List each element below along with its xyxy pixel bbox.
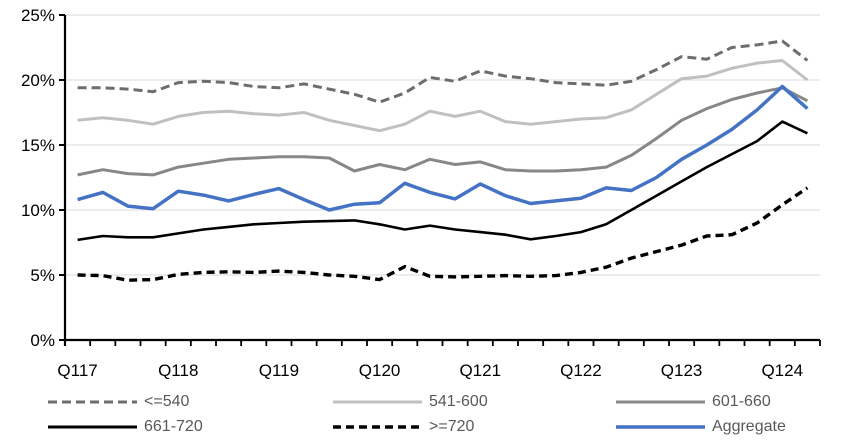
legend-line-swatch — [333, 400, 422, 404]
legend-item-aggregate: Aggregate — [616, 417, 786, 437]
legend-line-swatch — [616, 400, 705, 404]
legend-line-swatch — [616, 425, 705, 429]
chart-svg: 0% 5% 10% 15% 20% 25% Q117 Q118 Q119 Q120 Q121 Q12… — [21, 6, 821, 380]
x-axis-label: Q117 — [57, 361, 97, 380]
legend-item-661-720: 661-720 — [48, 417, 203, 437]
x-axis-label: Q118 — [158, 361, 198, 380]
series-line-661-720 — [77, 120, 808, 242]
x-axis: Q117 Q118 Q119 Q120 Q121 Q122 Q123 Q124 — [57, 338, 821, 380]
x-axis-label: Q120 — [359, 361, 401, 380]
legend-label: >=720 — [429, 418, 475, 435]
legend-label: 601-660 — [712, 393, 771, 410]
y-axis-label: 5% — [30, 266, 55, 285]
y-axis: 0% 5% 10% 15% 20% 25% — [21, 6, 67, 350]
legend-item-601-660: 601-660 — [616, 392, 771, 412]
legend-line-swatch — [333, 425, 422, 429]
y-axis-label: 15% — [21, 136, 55, 155]
legend-item--720: >=720 — [333, 417, 474, 437]
series-line--540 — [77, 39, 809, 104]
gridlines — [65, 14, 820, 276]
legend-label: <=540 — [144, 393, 190, 410]
chart-series — [77, 39, 809, 282]
legend-label: Aggregate — [712, 418, 786, 435]
legend-line-swatch — [48, 425, 137, 429]
x-axis-label: Q123 — [661, 361, 703, 380]
series-line-541-600 — [77, 59, 809, 133]
y-axis-label: 10% — [21, 201, 55, 220]
legend-label: 541-600 — [429, 393, 488, 410]
series-line--720 — [77, 186, 809, 282]
x-axis-label: Q121 — [459, 361, 501, 380]
legend-item-541-600: 541-600 — [333, 392, 488, 412]
y-axis-label: 0% — [30, 331, 55, 350]
legend-label: 661-720 — [144, 418, 203, 435]
legend-item--540: <=540 — [48, 392, 189, 412]
x-axis-label: Q119 — [259, 361, 299, 380]
y-axis-label: 25% — [21, 6, 55, 25]
y-axis-label: 20% — [21, 71, 55, 90]
series-line-601-660 — [77, 86, 809, 177]
x-axis-label: Q122 — [560, 361, 602, 380]
x-axis-label: Q124 — [761, 361, 803, 380]
legend-line-swatch — [48, 400, 137, 404]
series-line-aggregate — [77, 84, 809, 212]
